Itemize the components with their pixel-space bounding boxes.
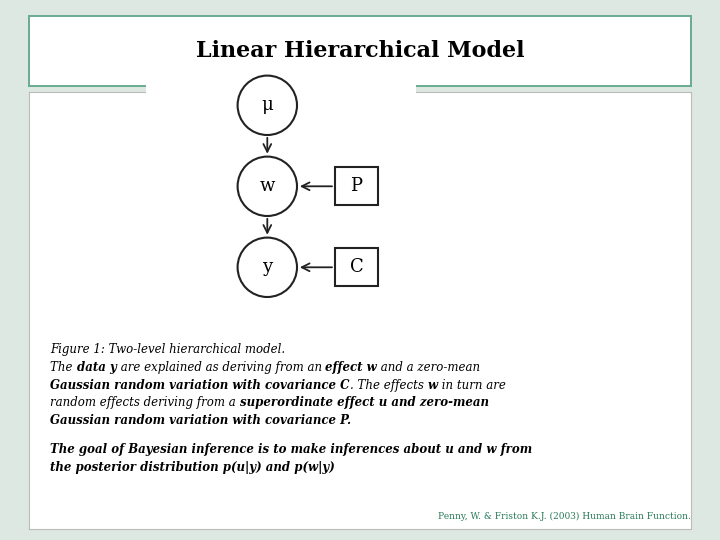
FancyBboxPatch shape bbox=[335, 248, 378, 286]
Text: are explained as deriving from an: are explained as deriving from an bbox=[117, 361, 325, 374]
Text: The: The bbox=[50, 361, 76, 374]
Text: w: w bbox=[260, 177, 275, 195]
Text: Figure 1: Two-level hierarchical model.: Figure 1: Two-level hierarchical model. bbox=[50, 343, 286, 356]
Text: μ: μ bbox=[261, 96, 273, 114]
Text: data y: data y bbox=[76, 361, 117, 374]
Text: y: y bbox=[262, 258, 272, 276]
Circle shape bbox=[238, 76, 297, 135]
Text: P: P bbox=[351, 177, 362, 195]
Text: and a zero-mean: and a zero-mean bbox=[377, 361, 480, 374]
Text: random effects deriving from a: random effects deriving from a bbox=[50, 396, 240, 409]
Text: Linear Hierarchical Model: Linear Hierarchical Model bbox=[196, 40, 524, 62]
Circle shape bbox=[238, 157, 297, 216]
Text: the posterior distribution p(u|y) and p(w|y): the posterior distribution p(u|y) and p(… bbox=[50, 461, 335, 474]
Text: Gaussian random variation with covariance C: Gaussian random variation with covarianc… bbox=[50, 379, 350, 392]
Text: Penny, W. & Friston K.J. (2003) Human Brain Function.: Penny, W. & Friston K.J. (2003) Human Br… bbox=[438, 512, 691, 521]
Text: w: w bbox=[428, 379, 438, 392]
Text: effect w: effect w bbox=[325, 361, 377, 374]
FancyBboxPatch shape bbox=[335, 167, 378, 205]
Text: The goal of Bayesian inference is to make inferences about u and w from: The goal of Bayesian inference is to mak… bbox=[50, 443, 533, 456]
Text: in turn are: in turn are bbox=[438, 379, 505, 392]
Text: C: C bbox=[349, 258, 364, 276]
Text: . The effects: . The effects bbox=[350, 379, 428, 392]
Text: superordinate effect u and zero-mean: superordinate effect u and zero-mean bbox=[240, 396, 489, 409]
Circle shape bbox=[238, 238, 297, 297]
Text: Gaussian random variation with covariance P.: Gaussian random variation with covarianc… bbox=[50, 414, 351, 427]
